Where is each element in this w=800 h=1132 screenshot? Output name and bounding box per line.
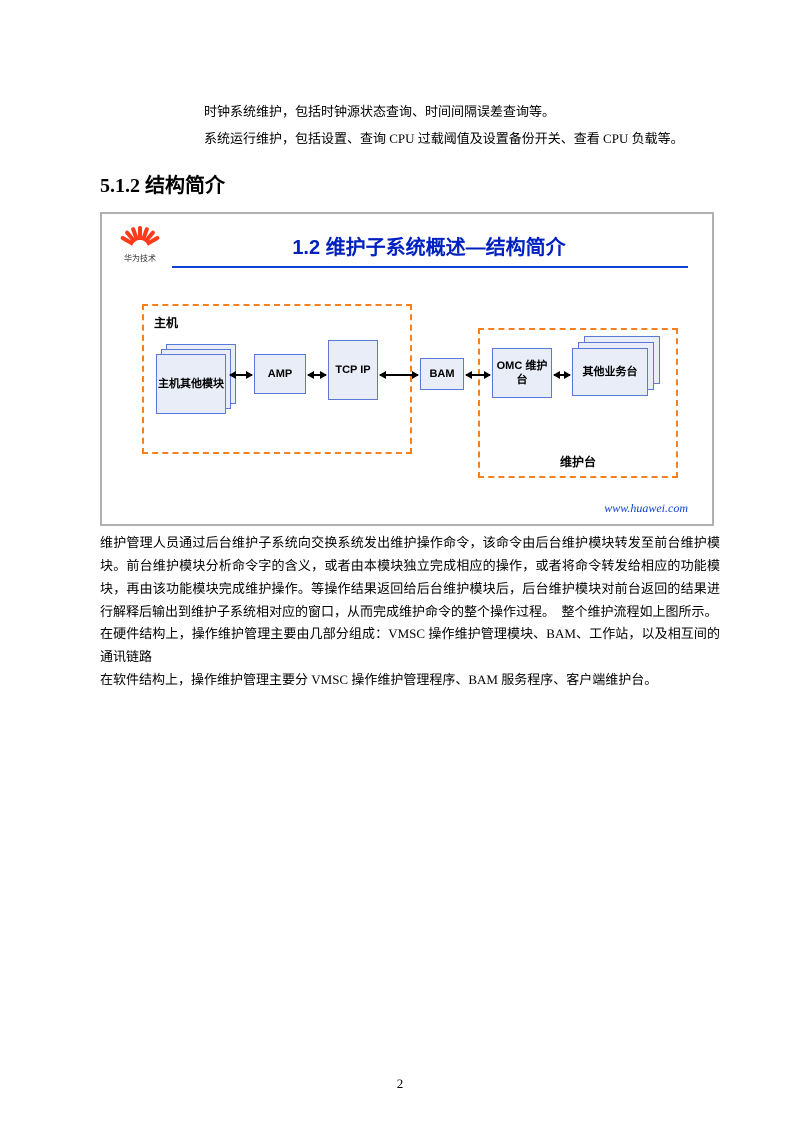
tcpip-block: TCP IP xyxy=(328,340,378,400)
body-para-2: 在硬件结构上，操作维护管理主要由几部分组成：VMSC 操作维护管理模块、BAM、… xyxy=(100,623,720,669)
title-rule xyxy=(172,266,688,268)
host-modules-stack: 主机其他模块 xyxy=(156,354,236,418)
bullet-2: 系统运行维护，包括设置、查询 CPU 过载阈值及设置备份开关、查看 CPU 负载… xyxy=(220,127,720,152)
body-para-1: 维护管理人员通过后台维护子系统向交换系统发出维护操作命令，该命令由后台维护模块转… xyxy=(100,532,720,623)
conn-host-amp xyxy=(230,374,252,376)
maintenance-label: 维护台 xyxy=(480,453,676,470)
conn-tcp-bam xyxy=(380,374,418,376)
section-heading: 5.1.2 结构简介 xyxy=(100,169,720,198)
conn-bam-omc xyxy=(466,374,490,376)
page-number: 2 xyxy=(0,1076,800,1092)
other-svc-block: 其他业务台 xyxy=(572,348,648,396)
bullet-1: 时钟系统维护，包括时钟源状态查询、时间间隔误差查询等。 xyxy=(220,100,720,125)
host-modules-block: 主机其他模块 xyxy=(156,354,226,414)
other-svc-stack: 其他业务台 xyxy=(572,348,662,408)
logo-text: 华为技术 xyxy=(118,253,162,264)
bam-block: BAM xyxy=(420,358,464,390)
huawei-logo-icon: 华为技术 xyxy=(118,224,162,264)
body-para-3: 在软件结构上，操作维护管理主要分 VMSC 操作维护管理程序、BAM 服务程序、… xyxy=(100,669,720,692)
diagram-title: 1.2 维护子系统概述—结构简介 xyxy=(162,231,696,264)
footer-url: www.huawei.com xyxy=(604,501,688,516)
diagram-stage: 主机 维护台 主机其他模块 AMP TCP IP BAM OMC 维护台 xyxy=(142,304,688,484)
amp-block: AMP xyxy=(254,354,306,394)
conn-omc-other xyxy=(554,374,570,376)
diagram-frame: 华为技术 1.2 维护子系统概述—结构简介 主机 维护台 主机其他模块 AMP xyxy=(100,212,714,526)
conn-amp-tcp xyxy=(308,374,326,376)
omc-block: OMC 维护台 xyxy=(492,348,552,398)
host-label: 主机 xyxy=(154,314,178,331)
